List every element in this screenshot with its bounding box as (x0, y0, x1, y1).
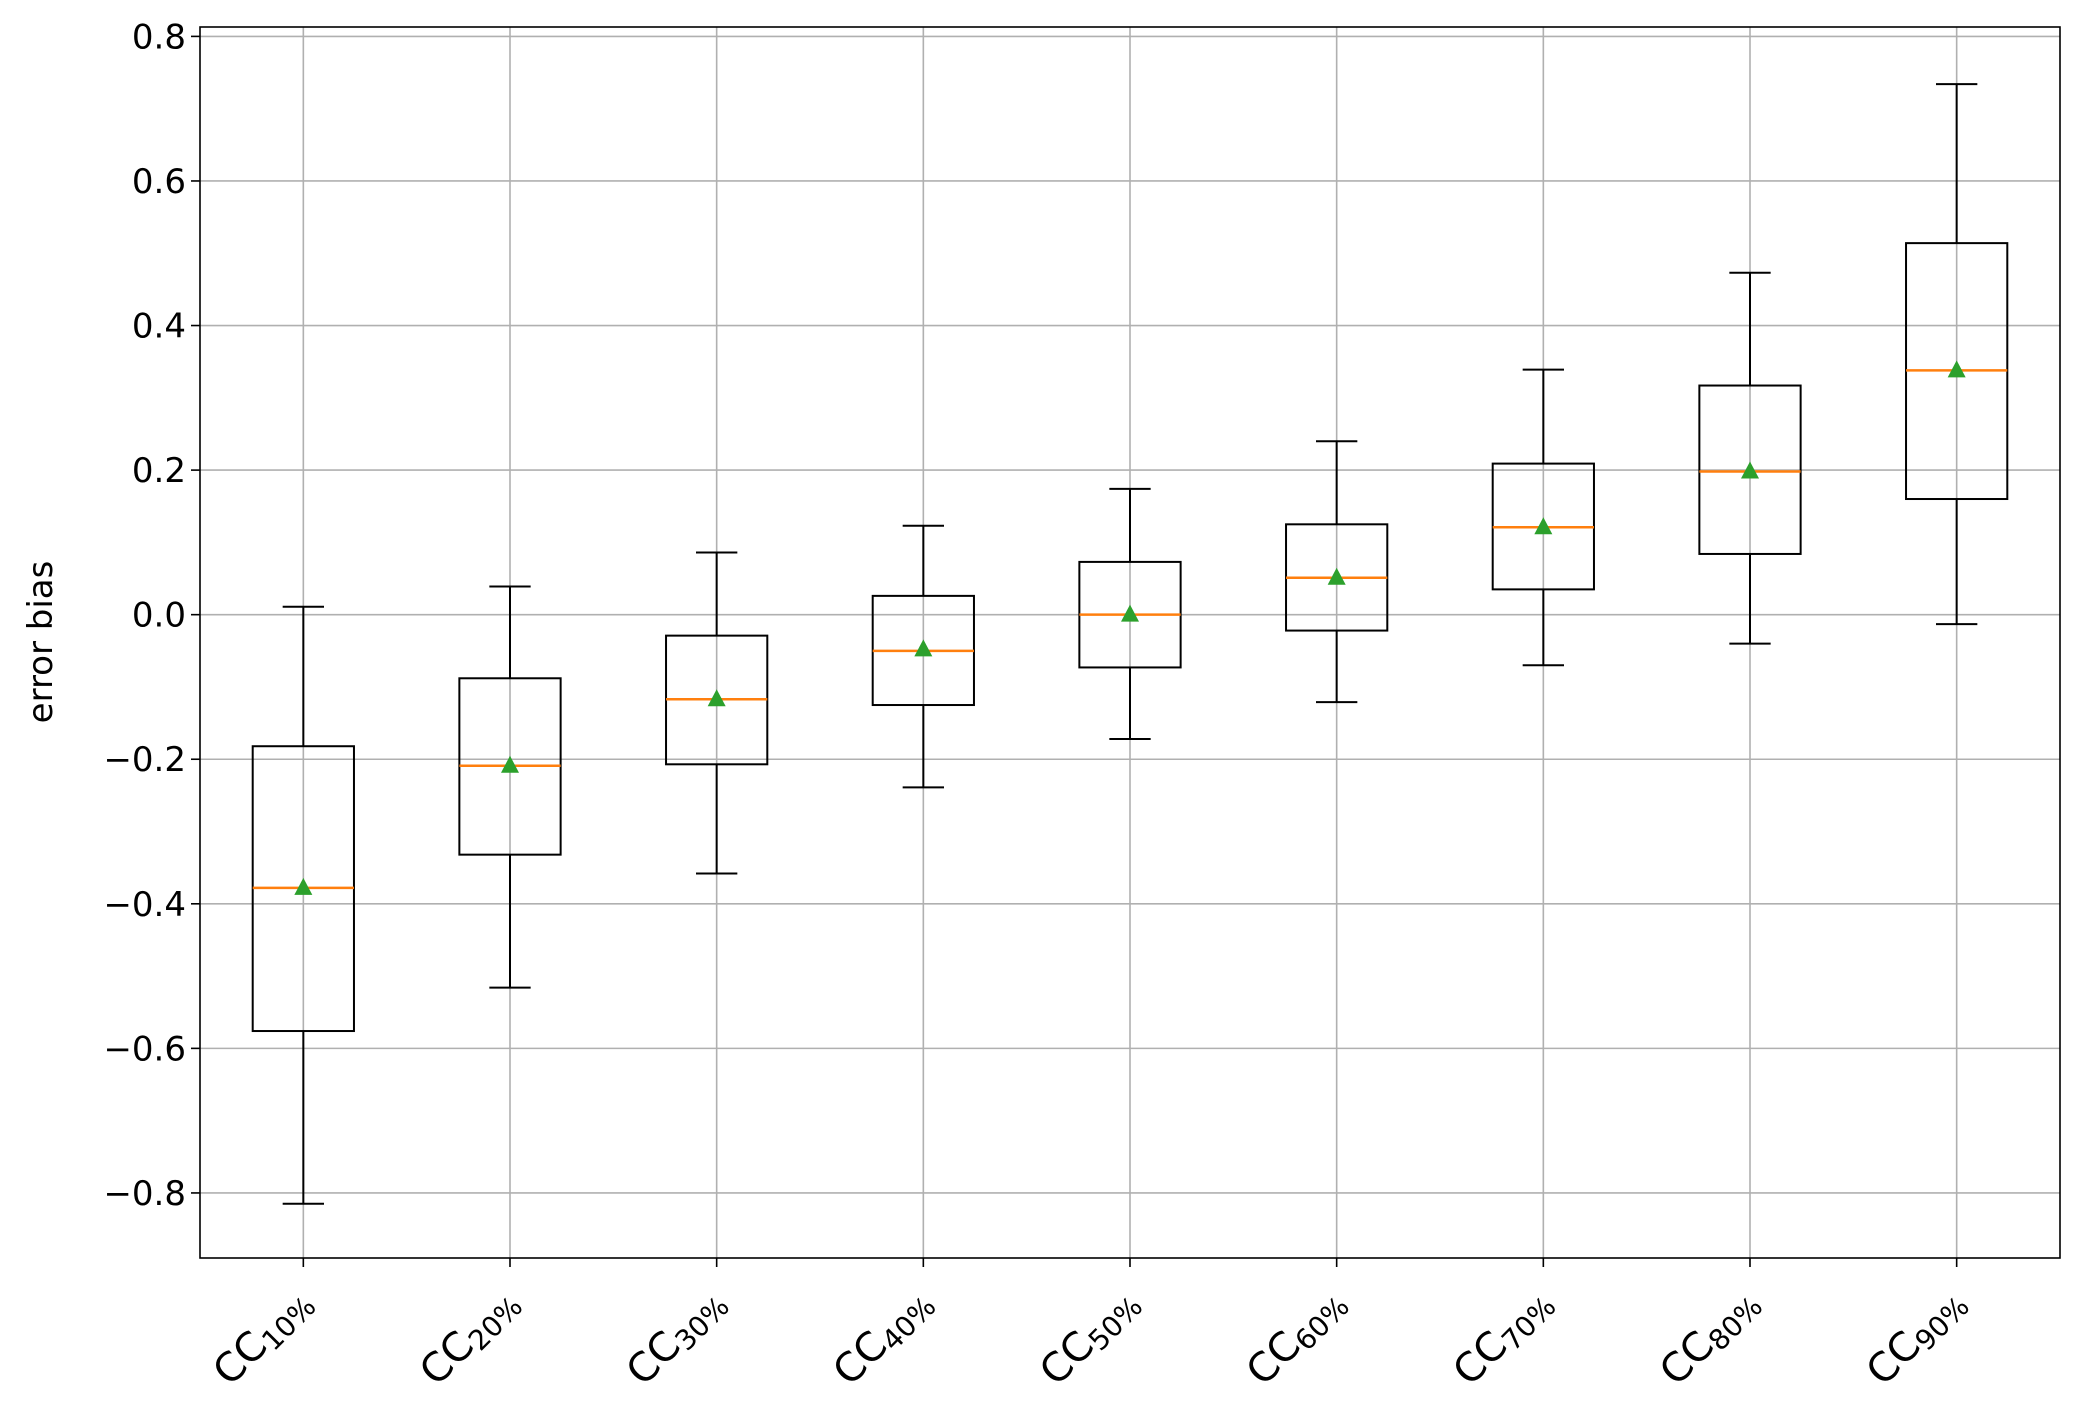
boxes (251, 83, 2009, 1205)
y-axis-label: error bias (21, 561, 61, 724)
mean-marker (1121, 604, 1139, 622)
mean-marker (707, 689, 726, 707)
y-tick-label: 0.0 (132, 596, 186, 636)
box-group (1491, 368, 1595, 667)
mean-marker (1327, 567, 1346, 585)
x-tick-label: CC40% (824, 1279, 942, 1397)
box-group (251, 605, 355, 1205)
x-tick-label: CC30% (618, 1279, 736, 1397)
y-axis: −0.8 −0.6 −0.4 −0.2 0.0 0.2 0.4 0.6 0.8 (103, 17, 200, 1214)
x-tick-label: CC90% (1858, 1279, 1976, 1397)
y-tick-label: 0.4 (132, 307, 186, 347)
mean-marker (294, 877, 313, 895)
x-tick-label: CC70% (1444, 1279, 1562, 1397)
box-group (665, 551, 769, 875)
y-tick-label: −0.6 (103, 1029, 186, 1069)
box-group (1285, 440, 1389, 704)
y-tick-label: 0.8 (132, 17, 186, 57)
y-tick-label: −0.8 (103, 1174, 186, 1214)
mean-marker (1947, 360, 1966, 378)
box-group (458, 585, 562, 989)
mean-marker (1741, 461, 1759, 479)
box-group (1698, 271, 1802, 645)
x-tick-label: CC20% (411, 1279, 529, 1397)
mean-marker (1534, 517, 1553, 535)
y-tick-label: 0.2 (132, 451, 186, 491)
x-tick-label: CC60% (1238, 1279, 1356, 1397)
x-tick-label: CC80% (1651, 1279, 1769, 1397)
y-tick-label: 0.6 (132, 162, 186, 202)
y-tick-label: −0.4 (103, 885, 186, 925)
mean-marker (501, 755, 519, 773)
x-axis: CC10% CC20% CC30% CC40% CC50% CC60% CC70% CC80%… (204, 1258, 1976, 1397)
grid (200, 27, 2060, 1258)
y-tick-label: −0.2 (103, 740, 186, 780)
box-group (871, 524, 975, 789)
x-tick-label: CC10% (204, 1279, 322, 1397)
box-group (1078, 487, 1182, 740)
box (1698, 384, 1802, 555)
box-group (1905, 83, 2009, 626)
x-tick-label: CC50% (1031, 1279, 1149, 1397)
mean-marker (914, 639, 933, 657)
